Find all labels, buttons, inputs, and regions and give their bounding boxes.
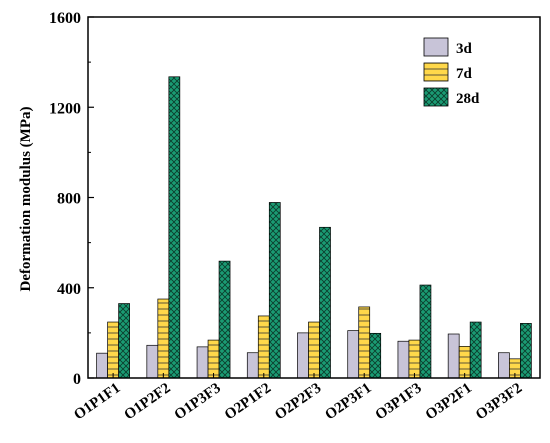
bar-28d-O3P1F3 (419, 284, 432, 379)
legend-swatch-7d (423, 62, 449, 82)
x-tick-label: O2P1F2 (222, 380, 274, 423)
x-tick-label: O3P1F3 (373, 380, 425, 423)
y-tick-label: 400 (57, 281, 81, 298)
bar-3d-O3P2F1 (447, 333, 460, 379)
bar-3d-O1P2F2 (146, 344, 159, 379)
y-axis-ticks: 0 400 800 1200 1600 (49, 10, 94, 388)
bar-28d-O3P3F2 (520, 323, 532, 379)
legend-swatch-28d (423, 87, 449, 107)
bar-7d-O2P1F2 (257, 315, 270, 379)
bar-7d-O3P1F3 (408, 339, 421, 379)
x-tick-label: O2P3F1 (322, 380, 374, 423)
bar-7d-O1P3F3 (207, 339, 220, 379)
bar-28d-O1P2F2 (168, 76, 181, 379)
bar-3d-O2P1F2 (246, 352, 259, 379)
bar-3d-O3P1F3 (397, 340, 410, 379)
y-tick-label: 0 (73, 371, 81, 388)
bar-7d-O2P3F1 (358, 306, 371, 379)
bar-7d-O1P2F2 (157, 298, 170, 379)
plot-frame (87, 16, 541, 379)
y-axis-title-group: Deformation modulus (MPa) (18, 107, 34, 292)
x-tick-label: O1P3F3 (172, 380, 224, 423)
x-axis-ticks: O1P1F1O1P2F2O1P3F3O2P1F2O2P2F3O2P3F1O3P1… (71, 373, 525, 423)
x-tick-label: O2P2F3 (272, 380, 324, 423)
legend-swatch-3d (423, 37, 449, 57)
x-tick-label: O3P3F2 (473, 380, 525, 423)
y-tick-label: 800 (57, 191, 81, 208)
bar-28d-O2P2F3 (319, 226, 331, 379)
legend-label-7d: 7d (456, 66, 473, 82)
bar-28d-O1P1F1 (118, 303, 130, 379)
bar-3d-O1P1F1 (96, 352, 108, 379)
bar-3d-O3P3F2 (498, 352, 510, 379)
x-tick-label: O3P2F1 (423, 380, 475, 423)
bar-7d-O1P1F1 (107, 321, 119, 379)
legend-label-28d: 28d (456, 91, 480, 107)
bar-28d-O3P2F1 (469, 321, 482, 379)
legend-label-3d: 3d (456, 41, 473, 57)
bar-28d-O2P3F1 (369, 332, 382, 379)
x-tick-label: O1P2F2 (121, 380, 173, 423)
y-tick-label: 1600 (49, 10, 81, 27)
bars (96, 76, 532, 379)
bar-3d-O1P3F3 (196, 346, 209, 379)
bar-3d-O2P3F1 (347, 330, 360, 379)
y-axis-title: Deformation modulus (MPa) (18, 107, 34, 292)
bar-7d-O2P2F3 (308, 321, 320, 379)
legend: 3d 7d 28d (423, 37, 480, 107)
bar-3d-O2P2F3 (297, 332, 309, 379)
bar-28d-O2P1F2 (268, 202, 281, 379)
bar-28d-O1P3F3 (218, 260, 231, 379)
y-tick-label: 1200 (49, 100, 81, 117)
